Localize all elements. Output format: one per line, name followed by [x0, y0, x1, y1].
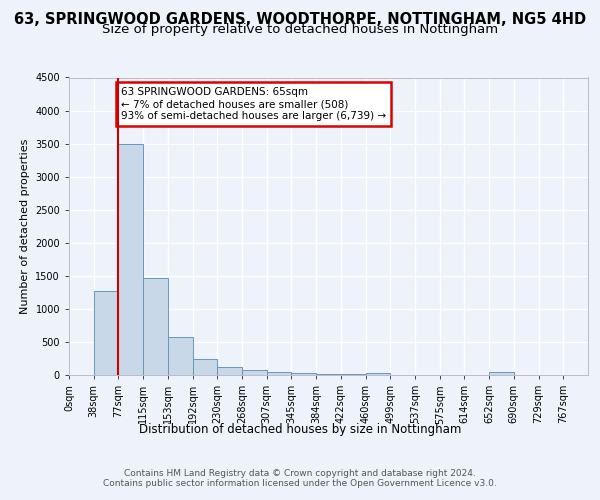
Text: Contains HM Land Registry data © Crown copyright and database right 2024.
Contai: Contains HM Land Registry data © Crown c…: [103, 469, 497, 488]
Bar: [143, 278, 168, 375]
Bar: [489, 372, 514, 375]
Y-axis label: Number of detached properties: Number of detached properties: [20, 138, 29, 314]
Text: 63, SPRINGWOOD GARDENS, WOODTHORPE, NOTTINGHAM, NG5 4HD: 63, SPRINGWOOD GARDENS, WOODTHORPE, NOTT…: [14, 12, 586, 28]
Bar: [94, 291, 118, 375]
Bar: [217, 368, 242, 375]
Bar: [365, 373, 390, 375]
Bar: [292, 372, 316, 375]
Bar: [168, 338, 193, 375]
Bar: [316, 374, 341, 375]
Bar: [118, 144, 143, 375]
Text: Distribution of detached houses by size in Nottingham: Distribution of detached houses by size …: [139, 422, 461, 436]
Text: Size of property relative to detached houses in Nottingham: Size of property relative to detached ho…: [102, 24, 498, 36]
Bar: [341, 374, 365, 375]
Bar: [193, 359, 217, 375]
Bar: [267, 372, 292, 375]
Text: 63 SPRINGWOOD GARDENS: 65sqm
← 7% of detached houses are smaller (508)
93% of se: 63 SPRINGWOOD GARDENS: 65sqm ← 7% of det…: [121, 88, 386, 120]
Bar: [242, 370, 267, 375]
